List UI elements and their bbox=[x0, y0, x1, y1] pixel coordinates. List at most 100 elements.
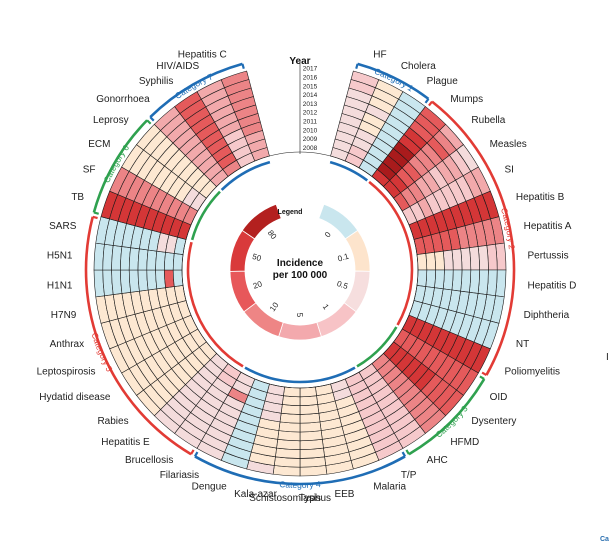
heatmap-cell bbox=[299, 412, 321, 424]
disease-label: Schistosomiasis bbox=[249, 493, 321, 504]
legend-swatch bbox=[344, 229, 371, 272]
disease-label: Kala-azar bbox=[234, 489, 277, 500]
disease-label: HF bbox=[373, 50, 386, 61]
disease-label: Diphtheria bbox=[524, 310, 570, 321]
disease-label: HFMD bbox=[450, 437, 479, 448]
heatmap-cell bbox=[155, 269, 166, 290]
legend-tick: 50 bbox=[251, 252, 263, 263]
disease-label: Hepatitis E bbox=[101, 437, 150, 448]
legend-tick: 0 bbox=[323, 230, 333, 239]
category-arc-tick bbox=[146, 119, 152, 125]
legend-swatch bbox=[278, 321, 322, 341]
category-inner-arc bbox=[186, 241, 244, 368]
heatmap-cell bbox=[442, 249, 454, 271]
heatmap-cell bbox=[279, 412, 301, 424]
legend-swatch bbox=[229, 270, 257, 313]
disease-label: ECM bbox=[88, 139, 110, 150]
legend-label: per 100 000 bbox=[273, 270, 328, 281]
year-axis-title: Year bbox=[289, 56, 310, 67]
heatmap-cell bbox=[172, 269, 184, 287]
disease-label: EEB bbox=[334, 489, 354, 500]
heatmap-cell bbox=[280, 404, 301, 415]
disease-label: SARS bbox=[49, 221, 77, 232]
heatmap-cell bbox=[146, 249, 158, 271]
disease-label: Malaria bbox=[373, 481, 406, 492]
disease-label: Rabies bbox=[97, 416, 128, 427]
corner-fragment: Ca bbox=[600, 536, 609, 543]
disease-label: H1N1 bbox=[47, 280, 73, 291]
year-label: 2017 bbox=[303, 66, 318, 73]
category-arc-tick bbox=[149, 116, 155, 122]
disease-labels: HF Cholera Plague Mumps Rubella Measles SI Hepa… bbox=[37, 50, 577, 504]
disease-label: T/P bbox=[401, 470, 417, 481]
category-outer-arc bbox=[431, 100, 516, 376]
category-arc-tick bbox=[93, 211, 99, 215]
disease-label: Hepatitis B bbox=[516, 192, 565, 203]
disease-label: Gonorrhoea bbox=[96, 94, 150, 105]
legend-swatch bbox=[241, 203, 282, 240]
category-outer-arc bbox=[357, 62, 430, 100]
category-arc-tick bbox=[401, 451, 407, 457]
edge-fragment: I bbox=[606, 352, 609, 363]
heatmap-cell bbox=[299, 395, 319, 406]
legend-tick: 1 bbox=[321, 302, 331, 311]
heatmap-cell bbox=[425, 269, 436, 289]
category-inner-arc bbox=[356, 326, 398, 368]
disease-label: Filariasis bbox=[160, 470, 199, 481]
category-arc-tick bbox=[428, 100, 433, 107]
heatmap-cell bbox=[299, 404, 320, 415]
year-label: 2010 bbox=[303, 127, 318, 134]
legend-tick: 5 bbox=[295, 313, 304, 318]
disease-label: HIV/AIDS bbox=[156, 61, 199, 72]
disease-label: Hepatitis A bbox=[524, 221, 572, 232]
disease-label: Mumps bbox=[450, 94, 483, 105]
disease-label: Pertussis bbox=[528, 251, 569, 262]
disease-label: Brucellosis bbox=[125, 455, 173, 466]
disease-label: Poliomyelitis bbox=[504, 366, 560, 377]
heatmap-cell bbox=[434, 269, 445, 290]
disease-label: Plague bbox=[427, 76, 459, 87]
category-outer-arc bbox=[408, 378, 486, 456]
legend-label: Incidence bbox=[277, 258, 324, 269]
disease-label: Leptospirosis bbox=[37, 366, 96, 377]
heatmap-cell bbox=[434, 250, 445, 271]
year-label: 2016 bbox=[303, 75, 318, 82]
disease-label: H7N9 bbox=[51, 310, 77, 321]
disease-label: Leprosy bbox=[93, 115, 129, 126]
year-label: 2015 bbox=[303, 83, 318, 90]
year-label: 2014 bbox=[303, 92, 318, 99]
category-arc-tick bbox=[424, 98, 430, 104]
disease-label: SF bbox=[83, 165, 96, 176]
category-arc-tick bbox=[190, 449, 195, 455]
heatmap-cell bbox=[146, 269, 158, 291]
category-arc-tick bbox=[92, 215, 98, 220]
category-inner-arc bbox=[244, 366, 356, 384]
heatmap-cells bbox=[93, 70, 507, 477]
disease-label: Anthrax bbox=[50, 339, 84, 350]
category-arc-tick bbox=[479, 375, 485, 380]
inner-category-arcs bbox=[186, 160, 414, 384]
disease-label: Typhus bbox=[299, 493, 331, 504]
heatmap-cell bbox=[442, 269, 454, 291]
disease-label: Measles bbox=[490, 139, 527, 150]
year-label: 2008 bbox=[303, 145, 318, 152]
category-inner-arc bbox=[329, 160, 369, 182]
disease-label: NT bbox=[516, 339, 529, 350]
heatmap-cell bbox=[283, 386, 301, 398]
category-arc-tick bbox=[193, 451, 199, 457]
category-outer-arc bbox=[149, 62, 243, 119]
disease-label: SI bbox=[504, 165, 513, 176]
disease-label: Dengue bbox=[192, 481, 227, 492]
disease-label: Cholera bbox=[401, 61, 436, 72]
disease-label: Rubella bbox=[471, 115, 505, 126]
category-arc-tick bbox=[241, 63, 245, 69]
legend-tick: 20 bbox=[252, 279, 264, 291]
year-label: 2012 bbox=[303, 110, 318, 117]
heatmap-cell bbox=[425, 251, 436, 271]
category-label: Category 4 bbox=[279, 479, 321, 490]
disease-label: OID bbox=[490, 392, 508, 403]
legend-tick: 10 bbox=[268, 300, 281, 313]
category-arc-tick bbox=[355, 63, 359, 69]
